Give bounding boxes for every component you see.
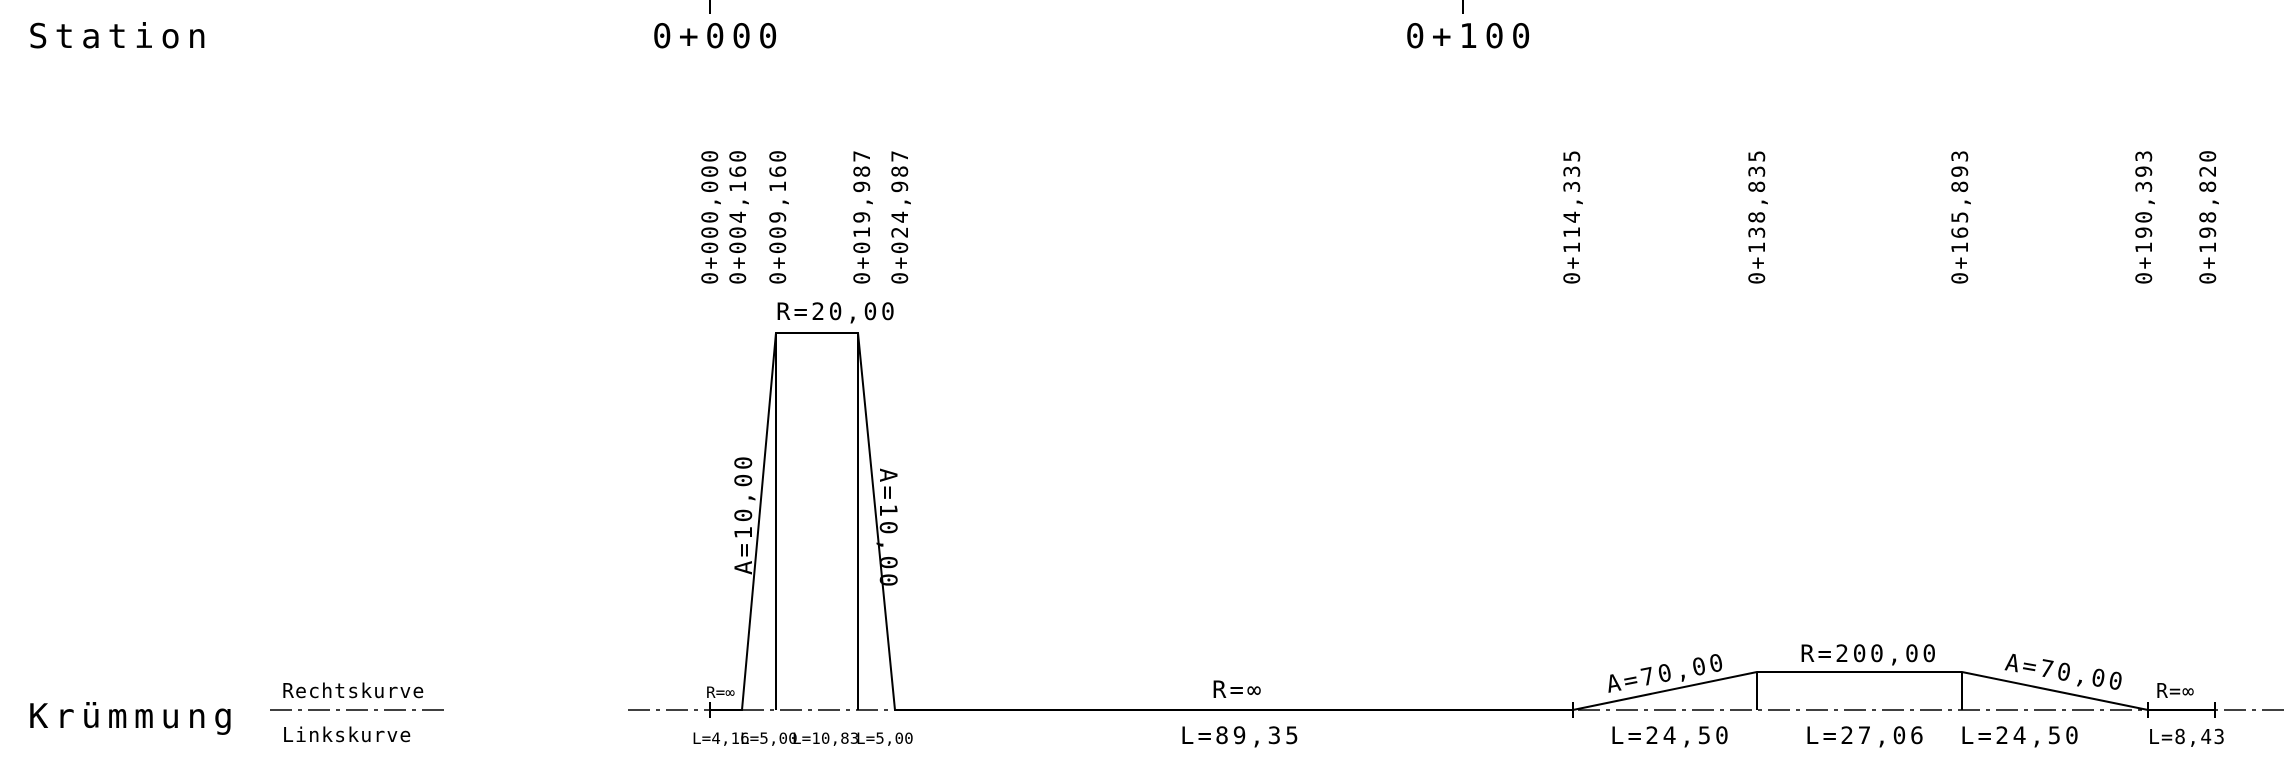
station-165-893: 0+165,893	[1949, 148, 1974, 285]
radius-label-inf-end: R=∞	[2156, 679, 2195, 703]
length-label-24-50-b: L=24,50	[1960, 722, 2082, 750]
clothoid-label-a10-left: A=10,00	[730, 453, 758, 575]
station-tick-label-100: 0+100	[1405, 17, 1537, 57]
station-19-987: 0+019,987	[851, 148, 876, 285]
length-label-5-00-b: L=5,00	[856, 729, 914, 748]
station-9-160: 0+009,160	[767, 148, 792, 285]
station-4-160: 0+004,160	[727, 148, 752, 285]
length-label-5-00-a: L=5,00	[740, 729, 798, 748]
station-tick-label-0: 0+000	[652, 17, 784, 57]
station-198-820: 0+198,820	[2197, 148, 2222, 285]
radius-label-inf-start: R=∞	[706, 683, 735, 702]
kruemmung-label: Krümmung	[28, 697, 240, 737]
clothoid-label-a70-out: A=70,00	[2003, 648, 2128, 697]
length-label-4-16: L=4,16	[692, 729, 750, 748]
station-24-987: 0+024,987	[889, 148, 914, 285]
length-label-8-43: L=8,43	[2148, 725, 2226, 749]
linkskurve-label: Linkskurve	[282, 723, 412, 747]
station-114-335: 0+114,335	[1561, 148, 1586, 285]
length-label-27-06: L=27,06	[1805, 722, 1927, 750]
station-190-393: 0+190,393	[2133, 148, 2158, 285]
length-label-10-83: L=10,83	[792, 729, 859, 748]
station-138-835: 0+138,835	[1746, 148, 1771, 285]
curvature-polyline	[710, 332, 2215, 711]
radius-label-200: R=200,00	[1800, 640, 1940, 668]
length-label-24-50-a: L=24,50	[1610, 722, 1732, 750]
length-label-89-35: L=89,35	[1180, 722, 1302, 750]
clothoid-label-a10-right: A=10,00	[874, 468, 902, 590]
station-0-000: 0+000,000	[699, 148, 724, 285]
rechtskurve-label: Rechtskurve	[282, 679, 425, 703]
radius-label-inf-tangent: R=∞	[1212, 676, 1264, 704]
station-label: Station	[28, 17, 213, 57]
radius-label-20: R=20,00	[776, 298, 898, 326]
